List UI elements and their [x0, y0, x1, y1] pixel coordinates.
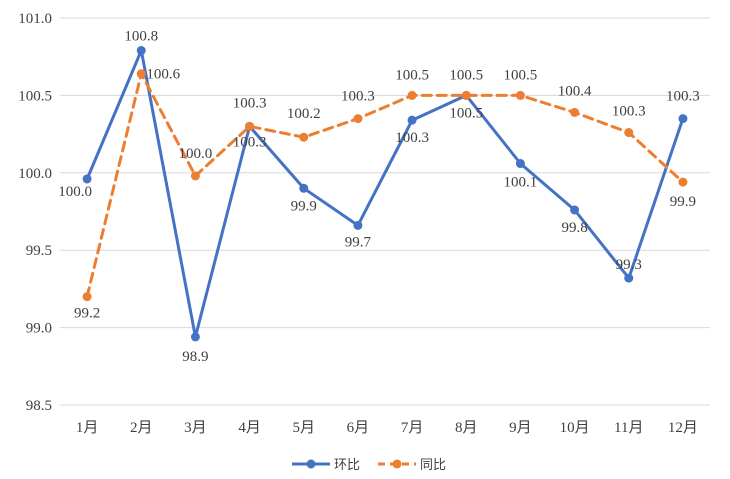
y-tick-label: 99.5 [26, 243, 52, 259]
x-tick-label: 7月 [401, 420, 424, 436]
series-1-point [407, 115, 417, 125]
legend-label-1: 环比 [334, 458, 360, 473]
y-axis-ticks: 98.5 99.0 99.5 100.0 100.5 101.0 [18, 11, 52, 414]
data-label-series-1: 100.5 [449, 105, 483, 121]
data-label-series-2: 99.9 [670, 194, 696, 210]
legend-label-2: 同比 [420, 458, 446, 473]
data-label-series-2: 100.5 [504, 67, 538, 83]
series-2-point [190, 171, 200, 181]
legend-marker-1 [306, 459, 316, 469]
data-label-series-1: 99.8 [561, 220, 587, 236]
data-label-series-1: 99.9 [291, 198, 317, 214]
legend-marker-2 [392, 459, 402, 469]
series-1-point [82, 174, 92, 184]
data-label-series-1: 100.1 [504, 175, 538, 191]
data-label-series-1: 100.0 [58, 184, 92, 200]
y-tick-label: 100.0 [18, 166, 52, 182]
data-label-series-2: 100.3 [341, 89, 375, 105]
series-1-point [136, 46, 146, 56]
series-group [82, 46, 688, 342]
data-labels: 100.0 100.8 98.9 100.3 99.9 99.7 100.3 100.5 100… [58, 29, 700, 365]
series-1-point [190, 332, 200, 342]
data-label-series-2: 100.5 [395, 67, 429, 83]
data-label-series-2: 100.6 [146, 67, 180, 83]
x-tick-label: 8月 [455, 420, 478, 436]
x-tick-label: 10月 [560, 420, 590, 436]
x-tick-label: 1月 [76, 420, 99, 436]
data-label-series-1: 99.3 [616, 257, 642, 273]
legend: 环比 同比 [292, 458, 446, 473]
data-label-series-2: 100.4 [558, 83, 592, 99]
y-tick-label: 101.0 [18, 11, 52, 27]
data-label-series-2: 100.5 [449, 67, 483, 83]
series-2-point [678, 177, 688, 187]
data-label-series-2: 100.3 [233, 95, 267, 111]
series-2-point [82, 292, 92, 302]
x-tick-label: 4月 [238, 420, 261, 436]
x-tick-label: 12月 [668, 420, 698, 436]
data-label-series-2: 100.2 [287, 106, 321, 122]
data-label-series-1: 100.8 [124, 29, 158, 45]
series-1-point [299, 183, 309, 193]
series-2-point [570, 107, 580, 117]
series-line-2 [85, 72, 685, 299]
data-label-series-1: 98.9 [182, 349, 208, 365]
y-tick-label: 98.5 [26, 398, 52, 414]
y-tick-label: 100.5 [18, 88, 52, 104]
x-tick-label: 2月 [130, 420, 153, 436]
series-2-point [136, 69, 146, 79]
x-tick-label: 9月 [509, 420, 532, 436]
data-label-series-1: 99.7 [345, 234, 372, 250]
data-label-series-1: 100.3 [395, 130, 429, 146]
x-axis-ticks: 1月 2月 3月 4月 5月 6月 7月 8月 9月 10月 11月 12月 [76, 420, 698, 436]
series-line-1 [85, 49, 685, 339]
data-label-series-2: 99.2 [74, 306, 100, 322]
gridlines [60, 17, 710, 406]
series-2-point [299, 132, 309, 142]
series-2-point [245, 121, 255, 131]
data-label-series-1: 100.3 [666, 89, 700, 105]
series-1-point [678, 114, 688, 124]
y-tick-label: 99.0 [26, 321, 52, 337]
series-1-point [624, 273, 634, 283]
x-tick-label: 3月 [184, 420, 207, 436]
series-2-point [515, 90, 525, 100]
series-2-point [407, 90, 417, 100]
data-label-series-2: 100.3 [612, 104, 646, 120]
series-2-point [353, 114, 363, 124]
x-tick-label: 11月 [614, 420, 643, 436]
x-tick-label: 6月 [347, 420, 370, 436]
data-label-series-1: 100.3 [233, 134, 267, 150]
data-label-series-2: 100.0 [179, 146, 213, 162]
series-2-point [461, 90, 471, 100]
series-2-point [624, 128, 634, 138]
series-1-point [515, 159, 525, 169]
series-1-point [570, 205, 580, 215]
series-1-point [353, 220, 363, 230]
x-tick-label: 5月 [292, 420, 315, 436]
